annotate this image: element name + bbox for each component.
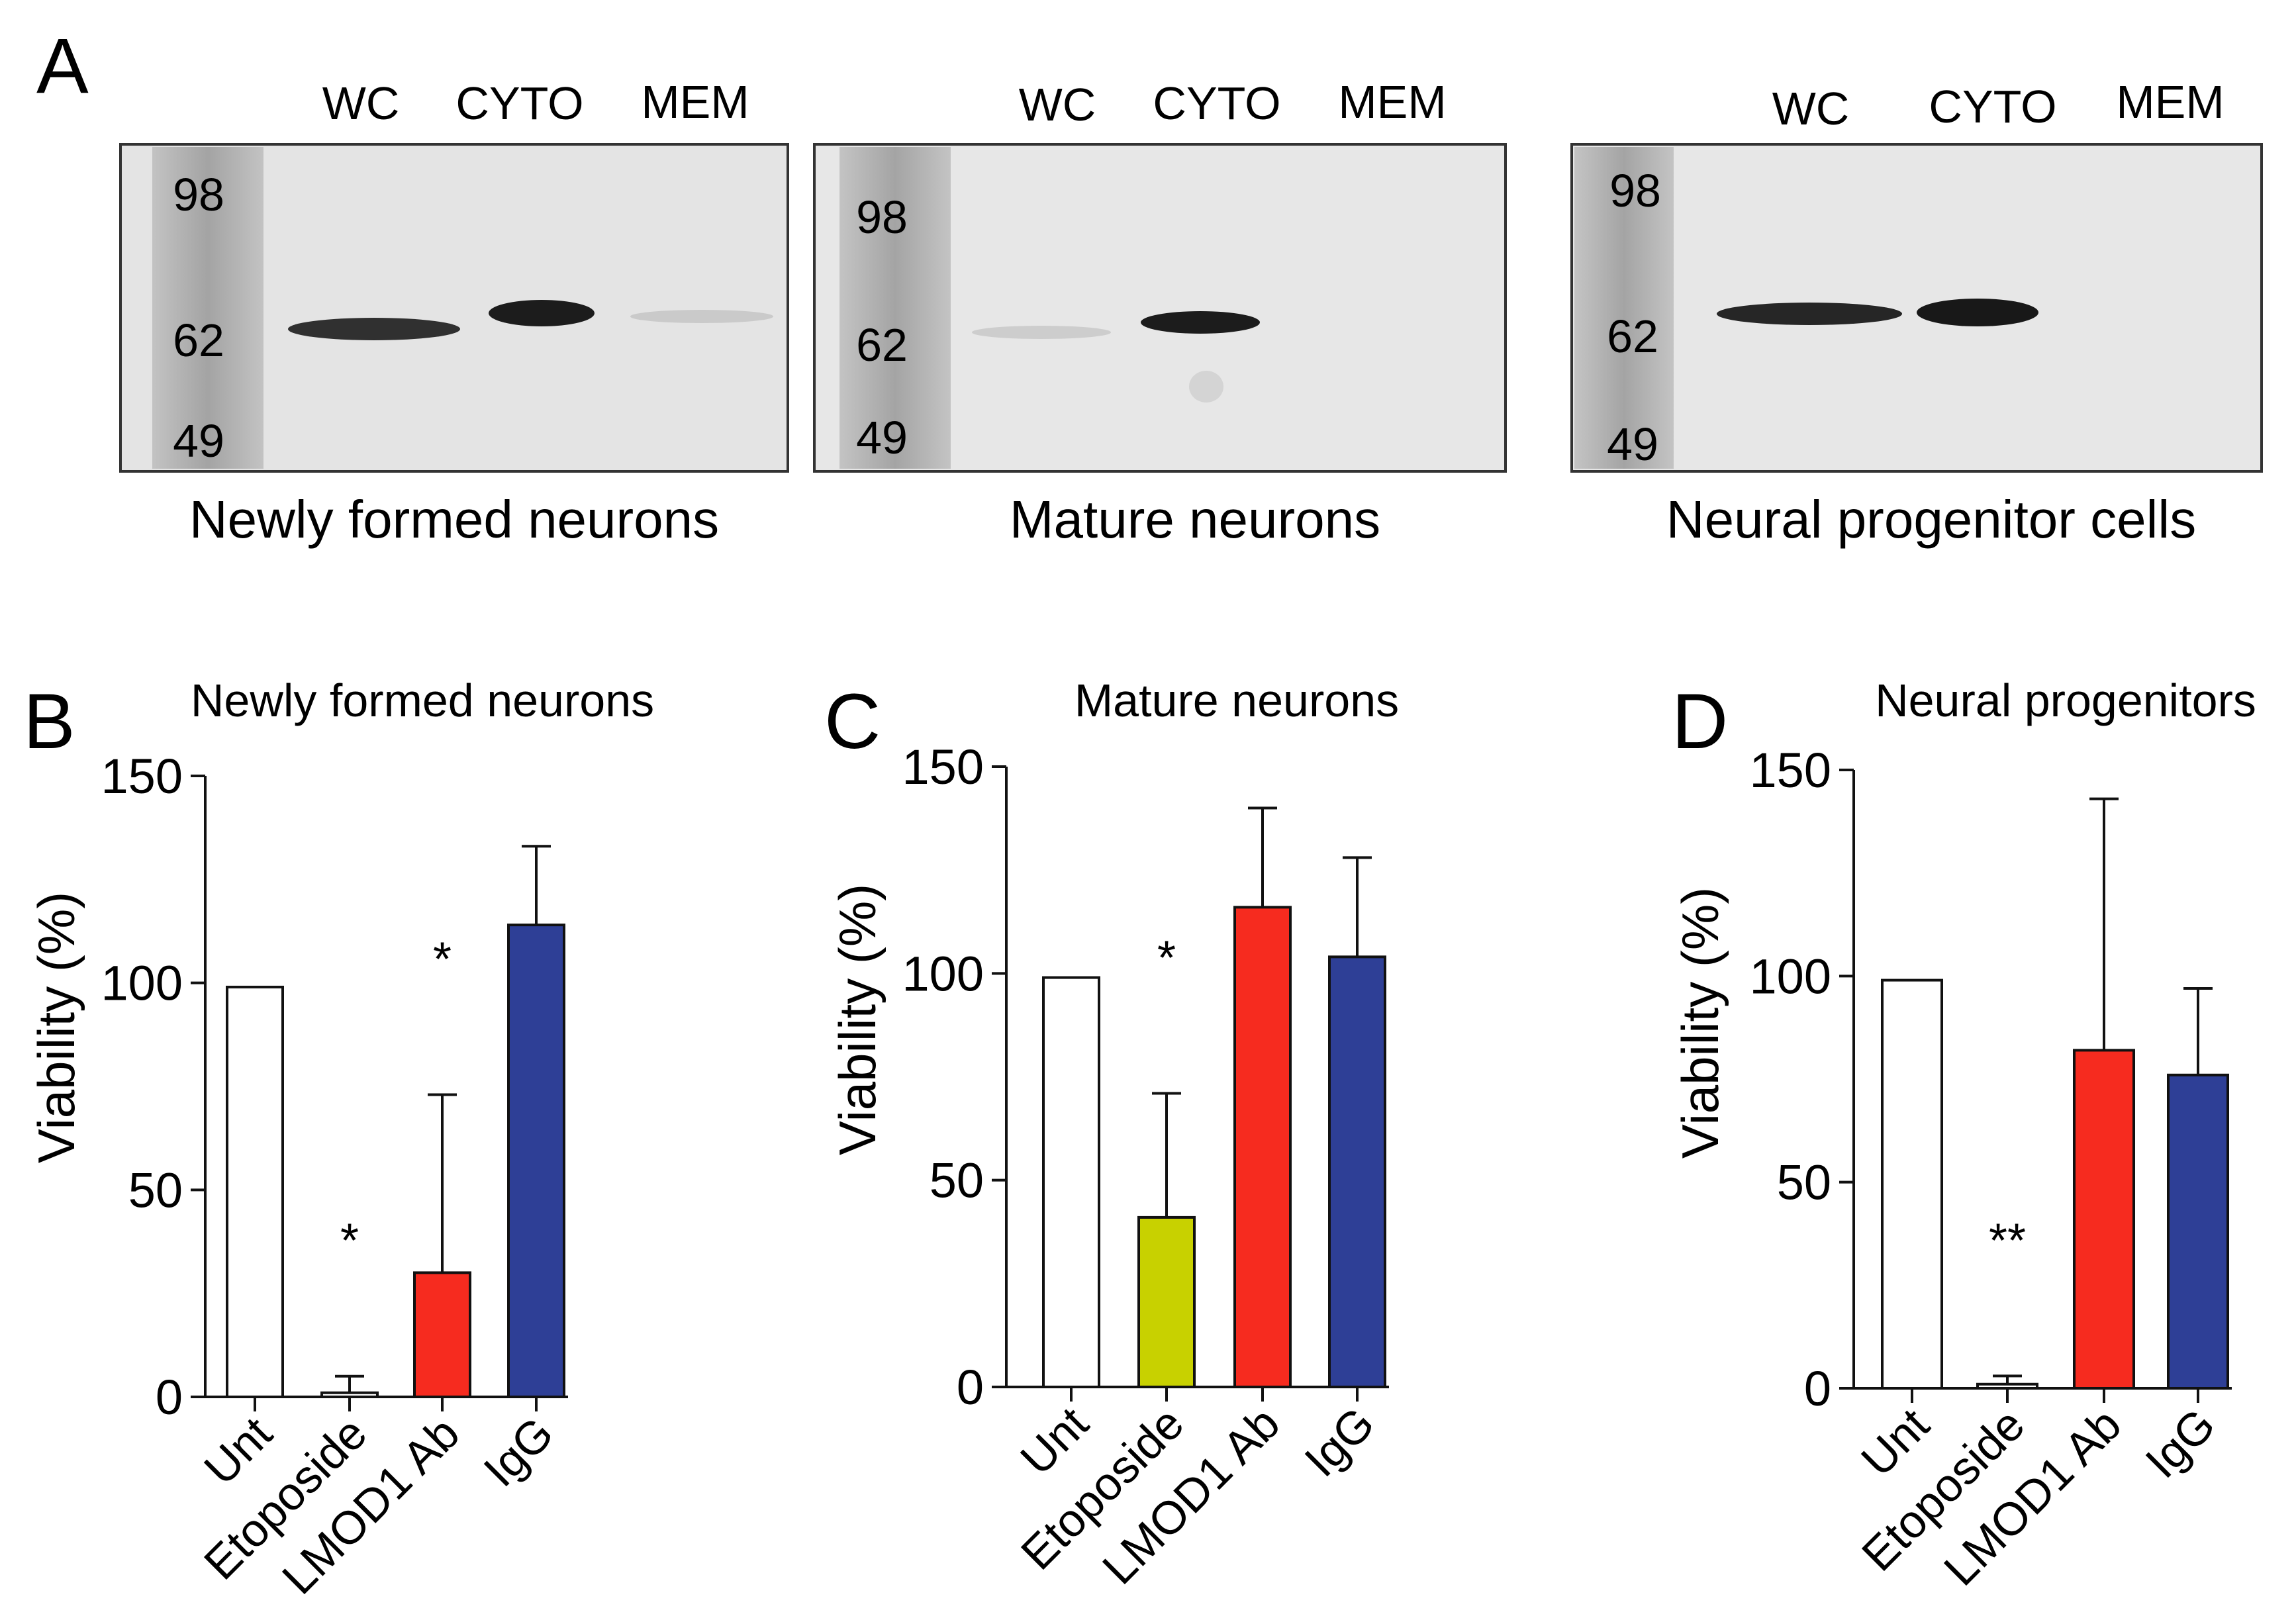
ladder-lane bbox=[839, 147, 951, 469]
band-mem bbox=[1314, 314, 1447, 328]
blot-progenitor: WC CYTO MEM 98 62 49 Neural progenitor c… bbox=[1570, 76, 2263, 549]
band-mem bbox=[630, 310, 773, 323]
y-tick-label: 100 bbox=[101, 956, 183, 1011]
marker-62: 62 bbox=[1607, 310, 1658, 362]
y-tick-label: 50 bbox=[930, 1153, 984, 1208]
band-cyto bbox=[1917, 299, 2038, 326]
bar bbox=[1881, 978, 1943, 1390]
band-wc bbox=[1717, 303, 1902, 325]
band-wc bbox=[288, 318, 460, 340]
blot-newly-formed: WC CYTO MEM 98 62 49 Newly formed neuron… bbox=[119, 76, 789, 549]
marker-62: 62 bbox=[856, 319, 908, 371]
bar bbox=[1042, 976, 1100, 1388]
y-tick-label: 50 bbox=[128, 1163, 183, 1217]
lane-label-mem: MEM bbox=[2116, 76, 2224, 128]
y-axis-label: Viability (%) bbox=[1671, 887, 1729, 1159]
bar bbox=[226, 985, 284, 1399]
y-axis-label: Viability (%) bbox=[27, 892, 85, 1163]
blot-mature: WC CYTO MEM 98 62 49 Mature neurons bbox=[813, 76, 1507, 549]
blot-artifact bbox=[1189, 371, 1223, 403]
panel-a-letter: A bbox=[36, 23, 89, 110]
panel-letter: C bbox=[824, 678, 881, 765]
bar bbox=[2167, 1073, 2229, 1390]
bar bbox=[1137, 1215, 1196, 1389]
x-tick-label: IgG bbox=[1295, 1397, 1384, 1486]
chart-title: Newly formed neurons bbox=[191, 675, 654, 726]
chart-d: D Neural progenitors Viability (%) 0 50 10… bbox=[1671, 675, 2256, 1596]
significance-marker: * bbox=[340, 1215, 359, 1268]
bar bbox=[413, 1271, 471, 1399]
marker-98: 98 bbox=[173, 169, 224, 220]
marker-98: 98 bbox=[856, 191, 908, 243]
ladder-lane bbox=[1574, 147, 1674, 469]
y-tick-label: 150 bbox=[101, 749, 183, 804]
y-tick-label: 150 bbox=[902, 739, 984, 794]
y-tick-label: 50 bbox=[1777, 1155, 1831, 1210]
lane-label-wc: WC bbox=[322, 77, 400, 129]
bar bbox=[1328, 955, 1386, 1388]
marker-49: 49 bbox=[1607, 418, 1658, 470]
chart-b: B Newly formed neurons Viability (%) 0 50… bbox=[23, 675, 654, 1604]
ladder-lane bbox=[152, 147, 263, 469]
y-tick-label: 0 bbox=[1804, 1361, 1831, 1416]
x-tick-label: IgG bbox=[2136, 1398, 2225, 1488]
band-mem bbox=[2092, 306, 2224, 319]
band-cyto bbox=[1141, 311, 1260, 334]
y-tick-label: 150 bbox=[1750, 743, 1831, 798]
bar bbox=[2073, 1049, 2135, 1390]
panel-letter: B bbox=[23, 678, 75, 765]
y-tick-label: 100 bbox=[902, 946, 984, 1001]
chart-title: Neural progenitors bbox=[1875, 675, 2256, 726]
significance-marker: * bbox=[433, 933, 452, 986]
significance-marker: * bbox=[1157, 931, 1176, 984]
bar bbox=[507, 924, 565, 1398]
band-wc bbox=[972, 326, 1111, 339]
significance-marker: ** bbox=[1989, 1214, 2026, 1267]
lane-label-mem: MEM bbox=[1338, 76, 1446, 128]
bar bbox=[320, 1391, 379, 1398]
y-tick-label: 100 bbox=[1750, 949, 1831, 1004]
bar bbox=[1976, 1382, 2038, 1390]
y-axis-label: Viability (%) bbox=[828, 884, 886, 1155]
marker-62: 62 bbox=[173, 314, 224, 366]
lane-label-mem: MEM bbox=[641, 76, 749, 128]
lane-label-cyto: CYTO bbox=[1929, 81, 2056, 132]
lane-label-wc: WC bbox=[1772, 83, 1850, 134]
blot-caption: Newly formed neurons bbox=[189, 490, 719, 549]
lane-label-cyto: CYTO bbox=[1153, 77, 1280, 129]
marker-49: 49 bbox=[856, 412, 908, 463]
blot-frame bbox=[1570, 143, 2263, 473]
lane-label-wc: WC bbox=[1019, 79, 1096, 130]
band-cyto bbox=[489, 300, 595, 326]
y-tick-label: 0 bbox=[156, 1370, 183, 1425]
panel-letter: D bbox=[1672, 678, 1728, 765]
blot-caption: Neural progenitor cells bbox=[1666, 490, 2196, 549]
chart-title: Mature neurons bbox=[1075, 675, 1399, 726]
bar bbox=[1233, 906, 1292, 1389]
x-tick-label: IgG bbox=[474, 1407, 563, 1496]
blot-caption: Mature neurons bbox=[1010, 490, 1380, 549]
marker-98: 98 bbox=[1609, 165, 1661, 216]
y-tick-label: 0 bbox=[957, 1360, 984, 1415]
chart-c: C Mature neurons Viability (%) 0 50 100 150… bbox=[824, 675, 1399, 1594]
marker-49: 49 bbox=[173, 415, 224, 467]
lane-label-cyto: CYTO bbox=[455, 77, 583, 129]
